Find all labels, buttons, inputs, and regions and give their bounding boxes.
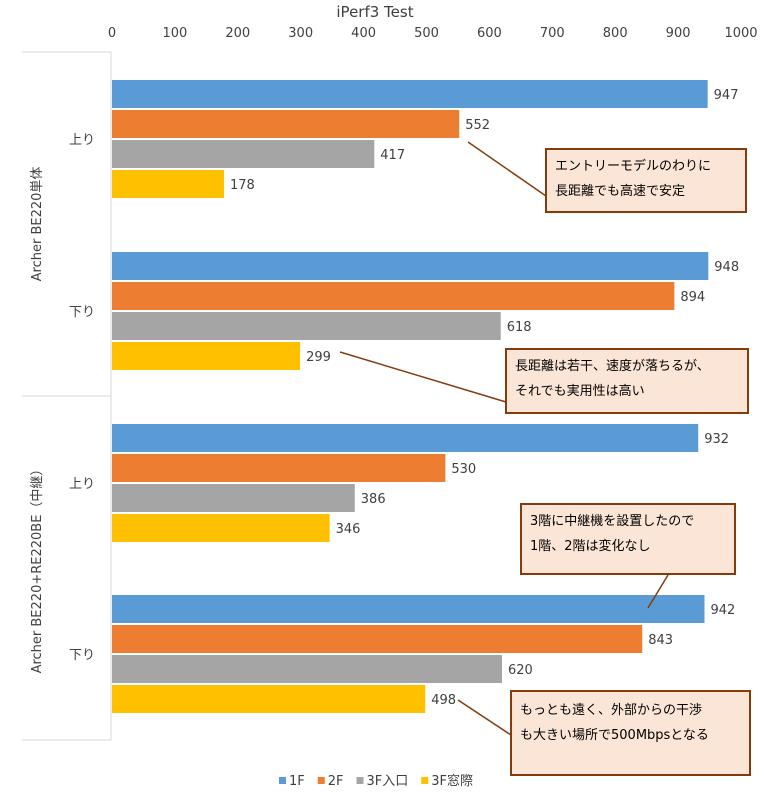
annotation-line: それでも実用性は高い <box>515 384 645 399</box>
data-label: 843 <box>648 633 673 648</box>
category-label: 下り <box>69 648 95 663</box>
x-tick-label: 0 <box>108 26 116 41</box>
bar-1F <box>112 595 705 623</box>
legend-swatch <box>356 777 364 784</box>
annotation-line: も大きい場所で500Mbpsとなる <box>520 728 709 743</box>
data-label: 178 <box>230 178 255 193</box>
data-label: 618 <box>507 320 532 335</box>
bar-2F <box>112 625 643 653</box>
legend-swatch <box>421 777 429 784</box>
annotation-line: 3階に中継機を設置したので <box>530 514 695 529</box>
x-tick-label: 100 <box>162 26 187 41</box>
group-label: Archer BE220+RE220BE（中継） <box>30 463 45 674</box>
data-label: 346 <box>336 522 361 537</box>
bar-3F窓際 <box>112 685 426 713</box>
annotation-line: エントリーモデルのわりに <box>555 159 712 174</box>
data-label: 948 <box>714 260 739 275</box>
legend-label: 2F <box>328 774 344 789</box>
chart-title: iPerf3 Test <box>336 3 413 21</box>
leader-line <box>457 699 512 736</box>
bar-3F窓際 <box>112 170 224 198</box>
x-tick-label: 800 <box>603 26 628 41</box>
data-label: 932 <box>704 432 729 447</box>
data-label: 299 <box>306 350 331 365</box>
data-label: 942 <box>711 603 736 618</box>
annotation: 長距離は若干、速度が落ちるが、 それでも実用性は高い <box>505 348 749 414</box>
group-label: Archer BE220単体 <box>29 167 45 282</box>
bar-3F入口 <box>112 312 501 340</box>
legend-swatch <box>279 777 286 784</box>
data-label: 386 <box>361 492 386 507</box>
x-tick-label: 300 <box>288 26 313 41</box>
category-label: 上り <box>69 133 95 148</box>
x-tick-label: 200 <box>225 26 250 41</box>
category-label: 下り <box>69 305 95 320</box>
legend-label: 1F <box>289 774 305 789</box>
leader-line <box>467 141 547 197</box>
legend-label: 3F入口 <box>367 774 409 789</box>
annotation-line: 長距離でも高速で安定 <box>555 184 686 199</box>
data-label: 620 <box>508 663 533 678</box>
data-label: 552 <box>465 118 490 133</box>
x-tick-label: 700 <box>540 26 565 41</box>
annotation: エントリーモデルのわりに 長距離でも高速で安定 <box>545 148 747 213</box>
category-label: 上り <box>69 477 95 492</box>
bar-1F <box>112 424 699 452</box>
leader-line <box>339 351 507 403</box>
data-label: 894 <box>680 290 705 305</box>
bar-3F窓際 <box>112 514 330 542</box>
bar-3F入口 <box>112 484 355 512</box>
bar-2F <box>112 110 460 138</box>
annotation-line: 1階、2階は変化なし <box>530 539 651 554</box>
annotation: もっとも遠く、外部からの干渉 も大きい場所で500Mbpsとなる <box>510 690 751 776</box>
x-tick-label: 500 <box>414 26 439 41</box>
annotation: 3階に中継機を設置したので 1階、2階は変化なし <box>520 503 736 575</box>
annotation-line: もっとも遠く、外部からの干渉 <box>520 703 703 718</box>
x-tick-label: 400 <box>351 26 376 41</box>
x-tick-label: 900 <box>666 26 691 41</box>
data-label: 498 <box>431 693 456 708</box>
bar-3F入口 <box>112 140 375 168</box>
bar-3F入口 <box>112 655 502 683</box>
bar-2F <box>112 454 446 482</box>
data-label: 530 <box>451 462 476 477</box>
bar-1F <box>112 80 708 108</box>
x-tick-label: 600 <box>477 26 502 41</box>
x-tick-label: 1000 <box>724 26 757 41</box>
data-label: 417 <box>380 148 405 163</box>
legend-swatch <box>317 777 325 784</box>
bar-2F <box>112 282 675 310</box>
data-label: 947 <box>714 88 739 103</box>
annotation-line: 長距離は若干、速度が落ちるが、 <box>515 359 710 374</box>
bar-1F <box>112 252 709 280</box>
leader-line <box>647 574 669 609</box>
legend-label: 3F窓際 <box>431 773 473 789</box>
bar-3F窓際 <box>112 342 301 370</box>
